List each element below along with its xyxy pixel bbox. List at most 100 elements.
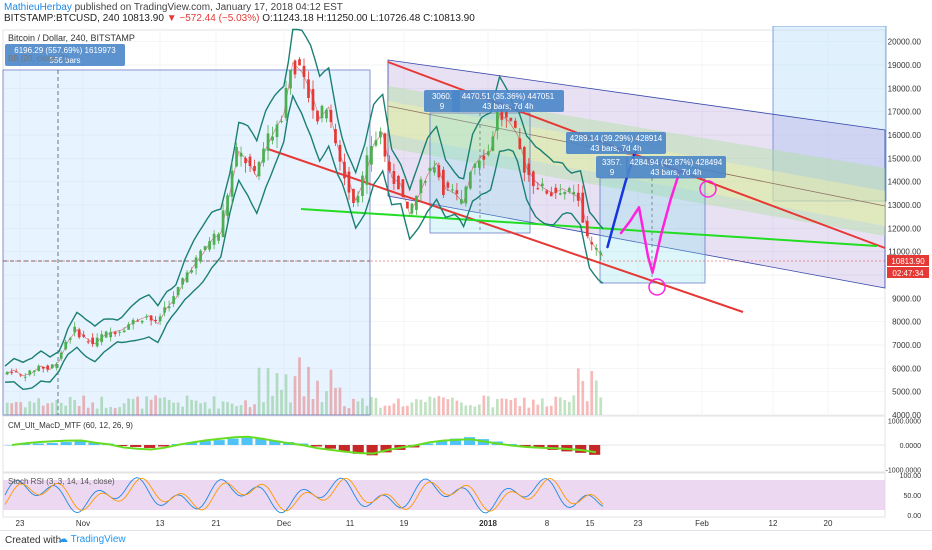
y-tick-label: 15000.00 xyxy=(888,154,922,163)
macd-bar xyxy=(338,445,350,452)
macd-bar xyxy=(366,445,378,456)
measure-label-box xyxy=(596,156,628,178)
stoch-d-line xyxy=(4,477,604,512)
candle-body xyxy=(504,111,508,118)
volume-bar xyxy=(365,405,369,415)
macd-tick-label: -1000.0000 xyxy=(886,468,922,475)
volume-bar xyxy=(370,396,373,415)
volume-bar xyxy=(127,398,130,415)
measure-label-line2: 43 bars, 7d 4h xyxy=(482,102,533,111)
volume-bar xyxy=(311,398,315,415)
symbol-name: BITSTAMP:BTCUSD, 240 xyxy=(4,13,120,24)
candle-body xyxy=(576,192,580,201)
candle-body xyxy=(208,241,211,250)
candle-body xyxy=(86,341,90,343)
macd-bar xyxy=(241,437,253,445)
volume-bar xyxy=(446,399,450,415)
macd-line xyxy=(11,435,597,455)
volume-bar xyxy=(221,401,225,415)
measure-box-top-right[interactable] xyxy=(772,26,887,202)
ohlc-values: O:11243.18 H:11250.00 L:10726.48 C:10813… xyxy=(262,13,475,24)
candle-body xyxy=(68,338,72,340)
y-tick-label: 18000.00 xyxy=(888,84,922,93)
measure-box-left[interactable] xyxy=(2,69,371,416)
volume-bar xyxy=(284,374,288,415)
candle-body xyxy=(572,191,576,195)
candle-body xyxy=(136,320,139,322)
candle-body xyxy=(365,155,369,185)
volume-bar xyxy=(531,399,535,415)
candle-body xyxy=(567,188,571,192)
candle-body xyxy=(145,316,148,318)
measure-label-line2: 9 xyxy=(440,102,445,111)
measure-label-box xyxy=(566,132,666,154)
stoch-rsi-pane: Stoch RSI (3, 3, 14, 14, close) xyxy=(2,472,886,518)
candle-body xyxy=(495,111,499,131)
volume-bar xyxy=(118,407,122,415)
candle-body xyxy=(469,172,472,189)
y-tick-label: 4000.00 xyxy=(892,411,921,420)
candle-body xyxy=(320,105,324,119)
measure-label-line1: 6196.29 (557.69%) 1619973 xyxy=(14,46,116,55)
macd-bar xyxy=(144,445,156,448)
candle-body xyxy=(383,133,387,157)
publish-info: MathieuHerbay published on TradingView.c… xyxy=(4,2,343,13)
y-tick-label: 8000.00 xyxy=(892,318,921,327)
candle-body xyxy=(406,201,409,209)
x-tick-label: 2018 xyxy=(479,519,497,528)
time-axis[interactable]: 23 Nov 13 21 Dec 11 19 2018 8 15 23 Feb 12 20 xyxy=(16,519,833,528)
volume-bar xyxy=(55,399,59,415)
macd-bar xyxy=(213,440,225,445)
stoch-tick-label: 100.00 xyxy=(900,473,922,480)
x-tick-label: 23 xyxy=(16,519,25,528)
volume-bar xyxy=(500,398,504,415)
candle-body xyxy=(203,246,207,250)
candle-body xyxy=(397,176,400,190)
x-tick-label: Dec xyxy=(277,519,291,528)
volume-bar xyxy=(280,389,283,415)
candle-body xyxy=(91,337,95,345)
candle-body xyxy=(307,79,310,98)
candle-body xyxy=(199,250,202,261)
candle-body xyxy=(554,187,558,193)
stoch-tick-label: 0.00 xyxy=(907,513,921,520)
y-tick-label: 16000.00 xyxy=(888,131,922,140)
candle-body xyxy=(190,270,193,273)
macd-bar xyxy=(463,437,476,445)
volume-bar xyxy=(392,403,396,415)
candle-body xyxy=(460,199,463,204)
candle-body xyxy=(73,326,77,333)
candle-body xyxy=(194,257,198,269)
candle-body xyxy=(536,188,540,190)
candle-body xyxy=(311,89,315,111)
macd-bar xyxy=(422,443,434,445)
symbol-info: BITSTAMP:BTCUSD, 240 10813.90 ▼ −572.44 … xyxy=(4,13,475,24)
macd-tick-label: 1000.0000 xyxy=(888,418,921,425)
candle-body xyxy=(437,165,441,178)
tradingview-logo-link[interactable]: ☁ TradingView xyxy=(58,534,126,545)
candle-body xyxy=(154,319,157,322)
x-tick-label: 8 xyxy=(545,519,550,528)
volume-bar xyxy=(5,402,9,415)
author-link[interactable]: MathieuHerbay xyxy=(4,2,72,13)
y-tick-label: 5000.00 xyxy=(892,388,921,397)
candle-body xyxy=(118,331,122,333)
last-price-tag xyxy=(887,255,929,266)
candle-body xyxy=(149,315,153,321)
macd-bar xyxy=(74,441,86,445)
measure-label-line1: 4284.94 (42.87%) 428494 xyxy=(630,158,723,167)
volume-bar xyxy=(518,406,522,415)
volume-bar xyxy=(262,402,265,415)
horizontal-gridlines xyxy=(3,41,885,416)
candle-body xyxy=(298,59,301,66)
y-tick-label: 13000.00 xyxy=(888,201,922,210)
volume-bar xyxy=(379,407,382,415)
candle-body xyxy=(442,169,445,196)
green-support-line[interactable] xyxy=(300,208,878,247)
candle-body xyxy=(226,195,229,216)
measure-box-3[interactable] xyxy=(599,177,706,284)
volume-bar xyxy=(325,391,328,415)
candle-body xyxy=(482,155,486,160)
volume-bar xyxy=(567,401,571,415)
